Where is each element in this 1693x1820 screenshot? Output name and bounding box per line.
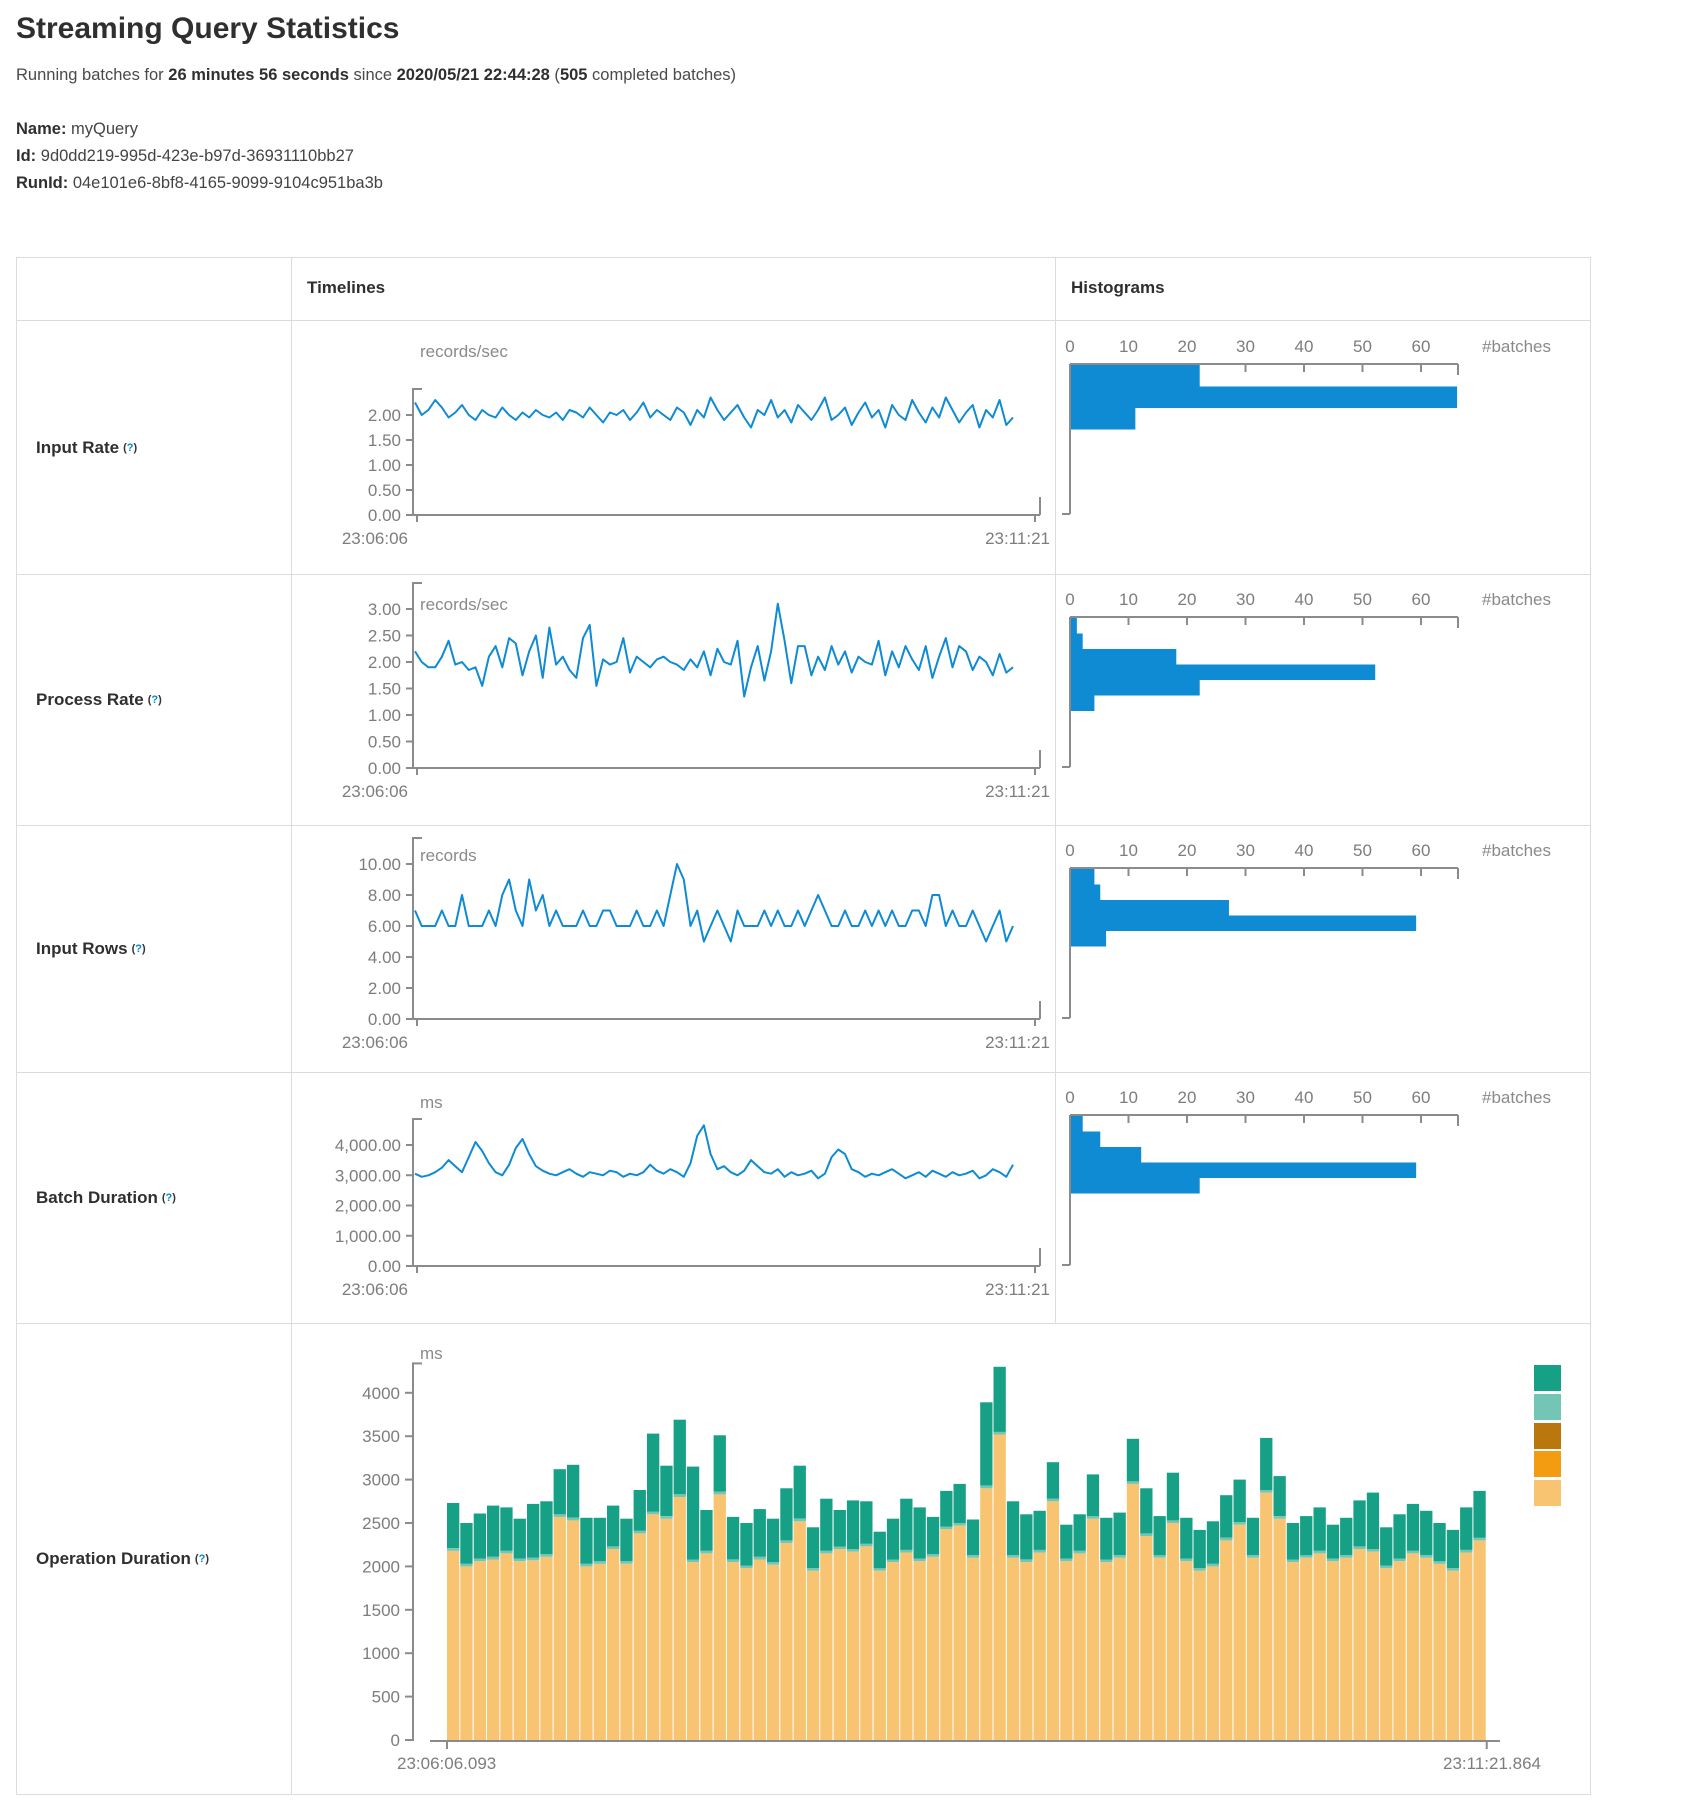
batch-duration-help-icon[interactable]: (?) bbox=[161, 1192, 176, 1204]
row-label-batch-duration: Batch Duration (?) bbox=[36, 1188, 176, 1207]
header-divider bbox=[16, 320, 1591, 321]
process-rate-help-icon[interactable]: (?) bbox=[147, 694, 162, 706]
row-divider-1 bbox=[16, 574, 1591, 575]
running-batches-summary: Running batches for 26 minutes 56 second… bbox=[16, 66, 737, 84]
query-id-key: Id: bbox=[16, 147, 37, 165]
row-label-input-rows: Input Rows (?) bbox=[36, 939, 146, 958]
header-histograms: Histograms bbox=[1071, 278, 1165, 297]
input-rate-help-icon[interactable]: (?) bbox=[123, 441, 138, 454]
query-id-line: Id: 9d0dd219-995d-423e-b97d-36931110bb27 bbox=[16, 147, 354, 166]
header-timelines: Timelines bbox=[307, 278, 386, 297]
row-divider-3 bbox=[16, 1072, 1591, 1073]
query-runid-value: 04e101e6-8bf8-4165-9099-9104c951ba3b bbox=[72, 174, 383, 192]
row-divider-4 bbox=[16, 1323, 1591, 1324]
query-runid-key: RunId: bbox=[16, 174, 69, 192]
page-title: Streaming Query Statistics bbox=[16, 12, 400, 45]
statistics-table bbox=[16, 257, 1591, 1795]
row-divider-2 bbox=[16, 825, 1591, 826]
query-name-line: Name: myQuery bbox=[16, 120, 138, 139]
input-rows-help-icon[interactable]: (?) bbox=[131, 943, 146, 955]
column-divider-labels bbox=[291, 257, 292, 1795]
row-label-process-rate: Process Rate (?) bbox=[36, 690, 162, 709]
query-runid-line: RunId: 04e101e6-8bf8-4165-9099-9104c951b… bbox=[16, 174, 383, 193]
row-label-input-rate: Input Rate (?) bbox=[36, 437, 138, 457]
query-name-key: Name: bbox=[16, 120, 67, 138]
row-label-operation-duration: Operation Duration (?) bbox=[36, 1549, 209, 1568]
query-id-value: 9d0dd219-995d-423e-b97d-36931110bb27 bbox=[40, 147, 354, 165]
operation-duration-help-icon[interactable]: (?) bbox=[194, 1553, 209, 1565]
column-divider-histograms bbox=[1055, 257, 1056, 1323]
query-name-value: myQuery bbox=[71, 120, 138, 138]
